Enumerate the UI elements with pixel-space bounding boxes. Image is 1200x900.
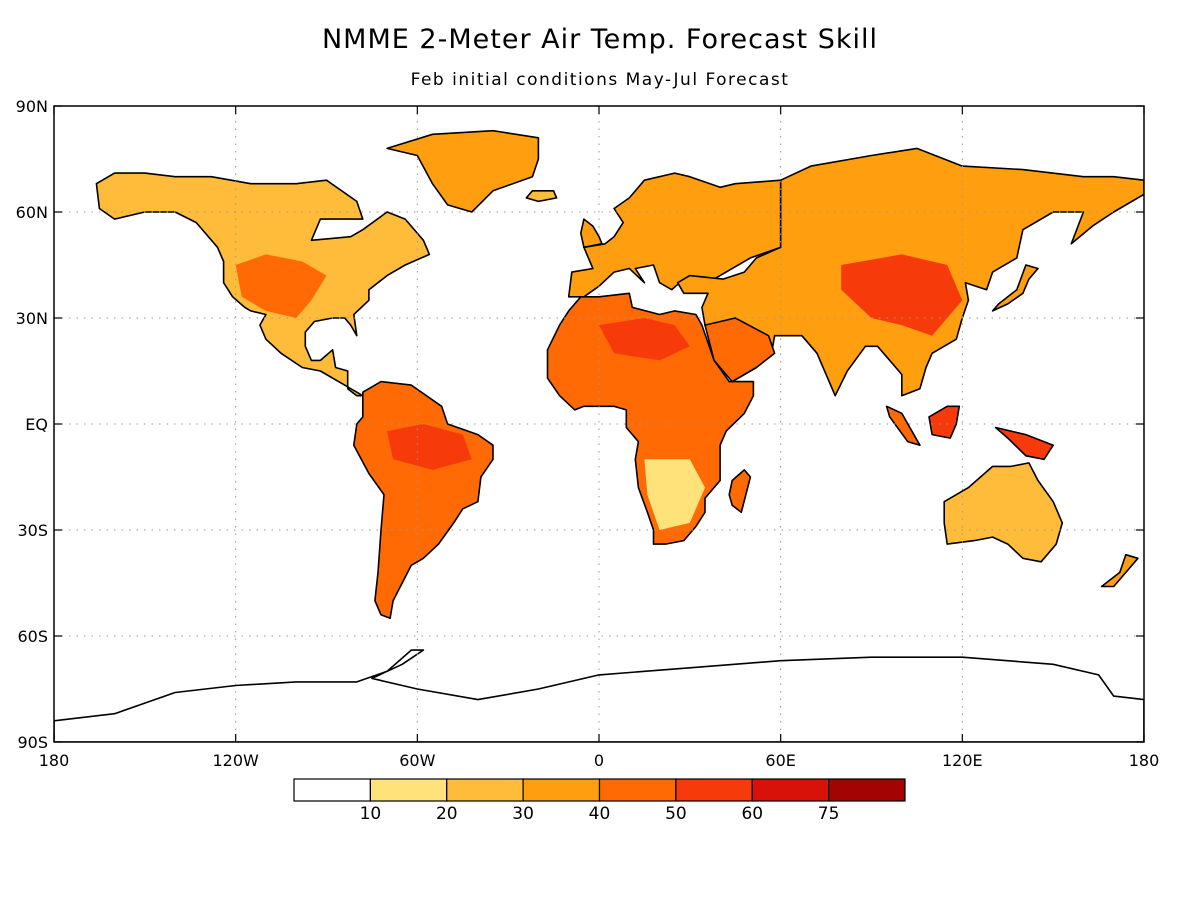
region-north-america-core <box>235 254 327 318</box>
colorbar-swatch <box>751 778 830 802</box>
region-iceland <box>525 190 558 203</box>
region-madagascar <box>728 469 752 514</box>
lat-tick-label: EQ <box>25 415 48 434</box>
colorbar-swatch <box>828 778 906 802</box>
region-uk <box>579 218 603 249</box>
lat-tick-label: 60N <box>16 203 48 222</box>
colorbar-label: 75 <box>818 804 840 824</box>
region-antarctica <box>54 649 1144 742</box>
colorbar-label: 20 <box>436 804 458 824</box>
region-arabia <box>704 317 776 383</box>
lat-tick-label: 30N <box>16 309 48 328</box>
region-greenland <box>386 129 540 213</box>
colorbar-label: 30 <box>512 804 534 824</box>
lon-tick-label: 180 <box>1129 751 1160 770</box>
region-sahara-core <box>599 318 690 361</box>
colorbar-label: 40 <box>589 804 611 824</box>
colorbar-label: 50 <box>665 804 687 824</box>
map-gridlines <box>54 106 1144 742</box>
region-australia <box>943 462 1064 563</box>
region-southern-africa <box>644 459 705 530</box>
lat-tick-label: 90S <box>17 733 48 752</box>
colorbar-swatch <box>369 778 448 802</box>
region-borneo <box>928 405 961 439</box>
skill-regions <box>54 129 1144 742</box>
region-asia-core <box>841 254 963 336</box>
colorbar-swatch <box>446 778 524 802</box>
colorbar-swatch <box>293 778 371 802</box>
colorbar-label: 60 <box>741 804 763 824</box>
lat-tick-label: 60S <box>17 627 48 646</box>
map-title: NMME 2-Meter Air Temp. Forecast Skill <box>321 24 879 55</box>
lon-tick-label: 120W <box>212 751 259 770</box>
region-new-guinea <box>994 426 1054 461</box>
lat-tick-label: 90N <box>16 97 48 116</box>
lon-tick-label: 0 <box>594 751 604 770</box>
lon-tick-label: 60W <box>399 751 435 770</box>
colorbar-swatch <box>598 778 677 802</box>
lon-tick-label: 180 <box>39 751 70 770</box>
lon-tick-label: 60E <box>765 751 795 770</box>
region-japan <box>991 264 1039 312</box>
colorbar-swatch <box>522 778 601 802</box>
region-amazon-core <box>387 424 472 470</box>
lon-tick-label: 120E <box>942 751 983 770</box>
map-subtitle: Feb initial conditions May-Jul Forecast <box>410 70 790 90</box>
region-sumatra <box>885 405 921 447</box>
colorbar-label: 10 <box>360 804 382 824</box>
colorbar-swatch <box>675 778 753 802</box>
region-new-zealand <box>1100 553 1139 588</box>
region-africa <box>546 292 755 545</box>
lat-tick-label: 30S <box>17 521 48 540</box>
colorbar: 10 20 30 40 50 60 75 <box>293 778 906 824</box>
